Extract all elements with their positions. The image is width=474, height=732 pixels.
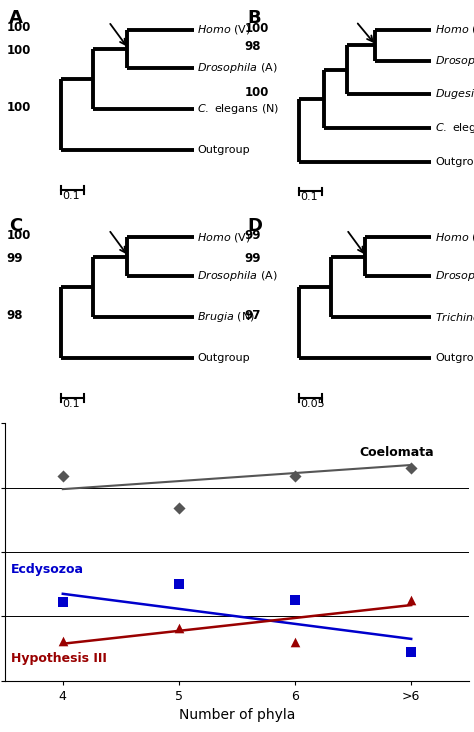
Text: Coelomata: Coelomata	[359, 446, 434, 459]
Text: 0.1: 0.1	[63, 191, 80, 201]
Text: Ecdysozoa: Ecdysozoa	[10, 563, 83, 576]
Text: $\it{Brugia}$ (N): $\it{Brugia}$ (N)	[197, 310, 255, 324]
Text: D: D	[247, 217, 262, 235]
Text: Outgroup: Outgroup	[435, 354, 474, 363]
Text: $\it{Homo}$ (V): $\it{Homo}$ (V)	[435, 231, 474, 244]
Text: $\it{Drosophila}$ (A): $\it{Drosophila}$ (A)	[435, 269, 474, 283]
Text: 0.1: 0.1	[300, 192, 318, 202]
Text: 100: 100	[245, 86, 269, 100]
Text: $\it{C.}$ elegans (N): $\it{C.}$ elegans (N)	[435, 121, 474, 135]
Text: $\it{Homo}$ (V): $\it{Homo}$ (V)	[197, 231, 251, 244]
Point	[175, 578, 182, 590]
Text: 100: 100	[7, 229, 31, 242]
Text: A: A	[9, 10, 23, 27]
Text: 99: 99	[245, 229, 261, 242]
Text: $\it{Homo}$ (V): $\it{Homo}$ (V)	[197, 23, 251, 36]
Point	[175, 621, 182, 633]
Text: Outgroup: Outgroup	[197, 146, 250, 155]
Point	[175, 503, 182, 515]
Text: 100: 100	[7, 44, 31, 57]
Point	[59, 596, 66, 608]
Text: 98: 98	[7, 309, 23, 322]
Point	[291, 471, 299, 482]
Text: B: B	[247, 10, 261, 27]
Text: 98: 98	[245, 40, 261, 53]
Point	[407, 646, 415, 657]
Point	[407, 463, 415, 474]
Text: $\it{C.}$ elegans (N): $\it{C.}$ elegans (N)	[197, 102, 280, 116]
Text: $\it{Drosophila}$ (A): $\it{Drosophila}$ (A)	[197, 269, 278, 283]
Text: Hypothesis III: Hypothesis III	[10, 651, 107, 665]
Text: $\it{Trichinella}$ (N): $\it{Trichinella}$ (N)	[435, 310, 474, 324]
Text: C: C	[9, 217, 23, 235]
Text: 97: 97	[245, 309, 261, 322]
Text: $\it{Dugesia}$ (P): $\it{Dugesia}$ (P)	[435, 87, 474, 101]
Text: 99: 99	[245, 252, 261, 265]
Text: 0.05: 0.05	[300, 399, 325, 409]
Text: Outgroup: Outgroup	[435, 157, 474, 167]
Text: $\it{Drosophila}$ (A): $\it{Drosophila}$ (A)	[435, 53, 474, 67]
X-axis label: Number of phyla: Number of phyla	[179, 709, 295, 722]
Text: $\it{Homo}$ (V): $\it{Homo}$ (V)	[435, 23, 474, 37]
Point	[59, 635, 66, 646]
Text: 100: 100	[7, 101, 31, 114]
Text: $\it{Drosophila}$ (A): $\it{Drosophila}$ (A)	[197, 61, 278, 75]
Text: 100: 100	[245, 22, 269, 35]
Point	[291, 636, 299, 648]
Point	[407, 594, 415, 606]
Point	[59, 471, 66, 482]
Point	[291, 594, 299, 606]
Text: 0.1: 0.1	[63, 399, 80, 409]
Text: 99: 99	[7, 252, 23, 265]
Text: 100: 100	[7, 21, 31, 34]
Text: Outgroup: Outgroup	[197, 354, 250, 363]
